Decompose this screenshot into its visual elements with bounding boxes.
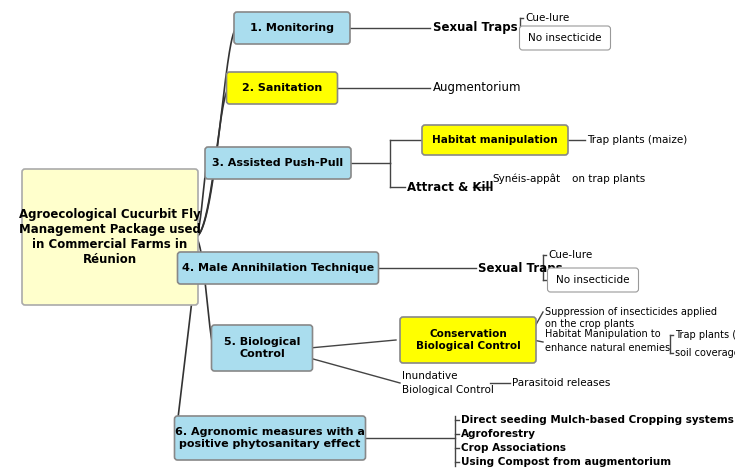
- Text: on trap plants: on trap plants: [572, 174, 645, 184]
- FancyBboxPatch shape: [212, 325, 312, 371]
- Text: on the crop plants: on the crop plants: [545, 319, 634, 329]
- Text: Cue-lure: Cue-lure: [525, 13, 569, 23]
- Text: Attract & Kill: Attract & Kill: [407, 181, 493, 193]
- FancyBboxPatch shape: [205, 147, 351, 179]
- Text: Trap plants (maize: Trap plants (maize: [675, 330, 735, 340]
- Text: Conservation
Biological Control: Conservation Biological Control: [415, 329, 520, 351]
- Text: 1. Monitoring: 1. Monitoring: [250, 23, 334, 33]
- Text: Sexual Traps: Sexual Traps: [478, 262, 562, 274]
- Text: Synéis-appât: Synéis-appât: [492, 174, 560, 184]
- Text: Habitat manipulation: Habitat manipulation: [432, 135, 558, 145]
- Text: soil coverage: soil coverage: [675, 348, 735, 358]
- FancyBboxPatch shape: [234, 12, 350, 44]
- FancyBboxPatch shape: [548, 268, 639, 292]
- Text: Cue-lure: Cue-lure: [548, 250, 592, 260]
- Text: 4. Male Annihilation Technique: 4. Male Annihilation Technique: [182, 263, 374, 273]
- Text: Sexual Traps: Sexual Traps: [433, 21, 517, 35]
- Text: Parasitoid releases: Parasitoid releases: [512, 378, 610, 388]
- Text: Augmentorium: Augmentorium: [433, 81, 522, 95]
- Text: No insecticide: No insecticide: [556, 275, 630, 285]
- FancyBboxPatch shape: [177, 252, 379, 284]
- Text: 6. Agronomic measures with a
positive phytosanitary effect: 6. Agronomic measures with a positive ph…: [175, 427, 365, 449]
- Text: Agroforestry: Agroforestry: [461, 429, 536, 439]
- FancyBboxPatch shape: [422, 125, 568, 155]
- FancyBboxPatch shape: [226, 72, 337, 104]
- Text: 3. Assisted Push-Pull: 3. Assisted Push-Pull: [212, 158, 343, 168]
- FancyBboxPatch shape: [400, 317, 536, 363]
- Text: 5. Biological
Control: 5. Biological Control: [224, 337, 300, 359]
- Text: Biological Control: Biological Control: [402, 385, 494, 395]
- Text: 2. Sanitation: 2. Sanitation: [242, 83, 322, 93]
- Text: Crop Associations: Crop Associations: [461, 443, 566, 453]
- Text: Direct seeding Mulch-based Cropping systems: Direct seeding Mulch-based Cropping syst…: [461, 415, 734, 425]
- Text: Inundative: Inundative: [402, 371, 457, 381]
- FancyBboxPatch shape: [520, 26, 611, 50]
- Text: Agroecological Cucurbit Fly
Management Package used
in Commercial Farms in
Réuni: Agroecological Cucurbit Fly Management P…: [19, 208, 201, 266]
- Text: Habitat Manipulation to: Habitat Manipulation to: [545, 329, 661, 339]
- Text: Using Compost from augmentorium: Using Compost from augmentorium: [461, 457, 671, 467]
- FancyBboxPatch shape: [22, 169, 198, 305]
- Text: No insecticide: No insecticide: [528, 33, 602, 43]
- Text: Suppression of insecticides applied: Suppression of insecticides applied: [545, 307, 717, 317]
- FancyBboxPatch shape: [174, 416, 365, 460]
- Text: enhance natural enemies: enhance natural enemies: [545, 343, 670, 353]
- Text: Trap plants (maize): Trap plants (maize): [587, 135, 687, 145]
